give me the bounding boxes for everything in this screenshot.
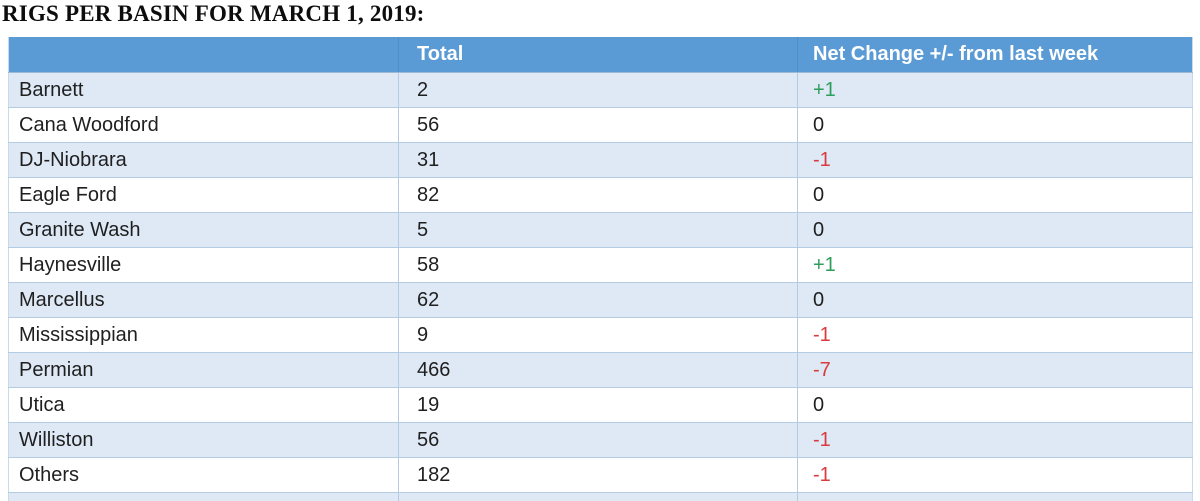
total-value: 9 [398,317,798,353]
basin-name: Haynesville [8,247,399,283]
basin-name: Williston [8,422,399,458]
net-change-value: 0 [797,387,1193,423]
net-change-value: +1 [797,72,1193,108]
table-row: Barnett 2 +1 [8,72,1193,108]
basin-name: DJ-Niobrara [8,142,399,178]
column-header-net-change: Net Change +/- from last week [797,37,1193,73]
basin-name: Permian [8,352,399,388]
total-value: 5 [398,212,798,248]
total-value: 56 [398,422,798,458]
total-value: 2 [398,72,798,108]
basin-name: Granite Wash [8,212,399,248]
table-row: Eagle Ford 82 0 [8,177,1193,213]
net-change-value: +1 [797,247,1193,283]
table-header: Total Net Change +/- from last week [8,37,1193,73]
table-row: Utica 19 0 [8,387,1193,423]
net-change-value [797,492,1193,501]
total-value: 62 [398,282,798,318]
table-row: Williston 56 -1 [8,422,1193,458]
basin-name: Eagle Ford [8,177,399,213]
net-change-value: 0 [797,107,1193,143]
table-row: Granite Wash 5 0 [8,212,1193,248]
total-value: 82 [398,177,798,213]
net-change-value: -1 [797,422,1193,458]
header-row: Total Net Change +/- from last week [8,37,1193,73]
total-value: 182 [398,457,798,493]
total-value: 31 [398,142,798,178]
column-header-total: Total [398,37,798,73]
table-body: Barnett 2 +1 Cana Woodford 56 0 DJ-Niobr… [8,72,1193,501]
basin-name: Marcellus [8,282,399,318]
table-row-partial [8,492,1193,501]
net-change-value: -7 [797,352,1193,388]
basin-name: Mississippian [8,317,399,353]
table-row: Permian 466 -7 [8,352,1193,388]
total-value: 56 [398,107,798,143]
table-row: Marcellus 62 0 [8,282,1193,318]
page-title: RIGS PER BASIN FOR MARCH 1, 2019: [2,1,425,26]
net-change-value: 0 [797,282,1193,318]
table-row: Cana Woodford 56 0 [8,107,1193,143]
basin-name: Utica [8,387,399,423]
net-change-value: 0 [797,177,1193,213]
net-change-value: 0 [797,212,1193,248]
table-row: Mississippian 9 -1 [8,317,1193,353]
total-value: 466 [398,352,798,388]
table-row: Others 182 -1 [8,457,1193,493]
net-change-value: -1 [797,317,1193,353]
column-header-basin [8,37,399,73]
net-change-value: -1 [797,142,1193,178]
table-row: DJ-Niobrara 31 -1 [8,142,1193,178]
net-change-value: -1 [797,457,1193,493]
total-value [398,492,798,501]
basin-name: Cana Woodford [8,107,399,143]
total-value: 19 [398,387,798,423]
total-value: 58 [398,247,798,283]
rigs-per-basin-table: Total Net Change +/- from last week Barn… [8,37,1193,501]
table-row: Haynesville 58 +1 [8,247,1193,283]
basin-name: Barnett [8,72,399,108]
basin-name [8,492,399,501]
basin-name: Others [8,457,399,493]
